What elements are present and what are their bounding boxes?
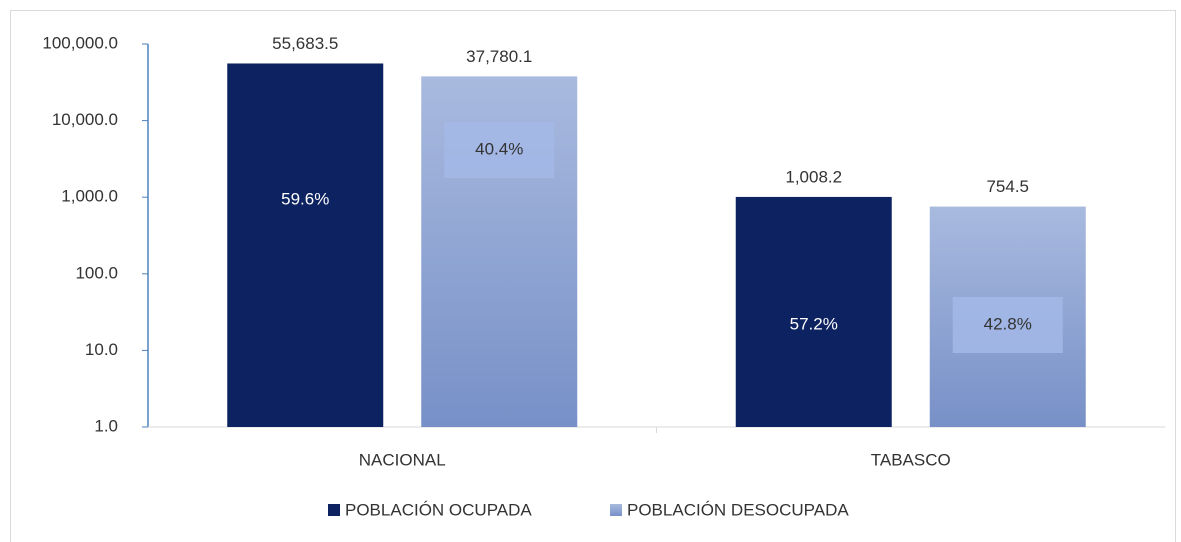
legend-swatch bbox=[328, 504, 340, 516]
bar bbox=[227, 63, 384, 427]
share-label-box bbox=[952, 297, 1063, 353]
value-label: 55,683.5 bbox=[272, 34, 338, 53]
y-tick-label: 100.0 bbox=[75, 263, 118, 282]
y-tick-label: 100,000.0 bbox=[42, 33, 118, 52]
legend-label: POBLACIÓN DESOCUPADA bbox=[627, 500, 849, 519]
legend-label: POBLACIÓN OCUPADA bbox=[345, 500, 532, 519]
legend-swatch bbox=[610, 504, 622, 516]
x-tick-label: TABASCO bbox=[871, 450, 951, 469]
y-tick-label: 1,000.0 bbox=[61, 187, 118, 206]
share-label: 59.6% bbox=[281, 189, 329, 208]
value-label: 1,008.2 bbox=[785, 167, 842, 186]
x-tick-label: NACIONAL bbox=[359, 450, 446, 469]
y-tick-label: 10,000.0 bbox=[52, 110, 118, 129]
share-label: 42.8% bbox=[984, 314, 1032, 333]
share-label: 40.4% bbox=[475, 139, 523, 158]
chart-frame bbox=[10, 10, 1176, 542]
bar bbox=[735, 196, 892, 427]
share-label-box bbox=[444, 122, 555, 178]
y-tick-label: 10.0 bbox=[85, 340, 118, 359]
y-tick-label: 1.0 bbox=[94, 416, 118, 435]
value-label: 754.5 bbox=[986, 177, 1029, 196]
value-label: 37,780.1 bbox=[466, 47, 532, 66]
share-label: 57.2% bbox=[790, 314, 838, 333]
